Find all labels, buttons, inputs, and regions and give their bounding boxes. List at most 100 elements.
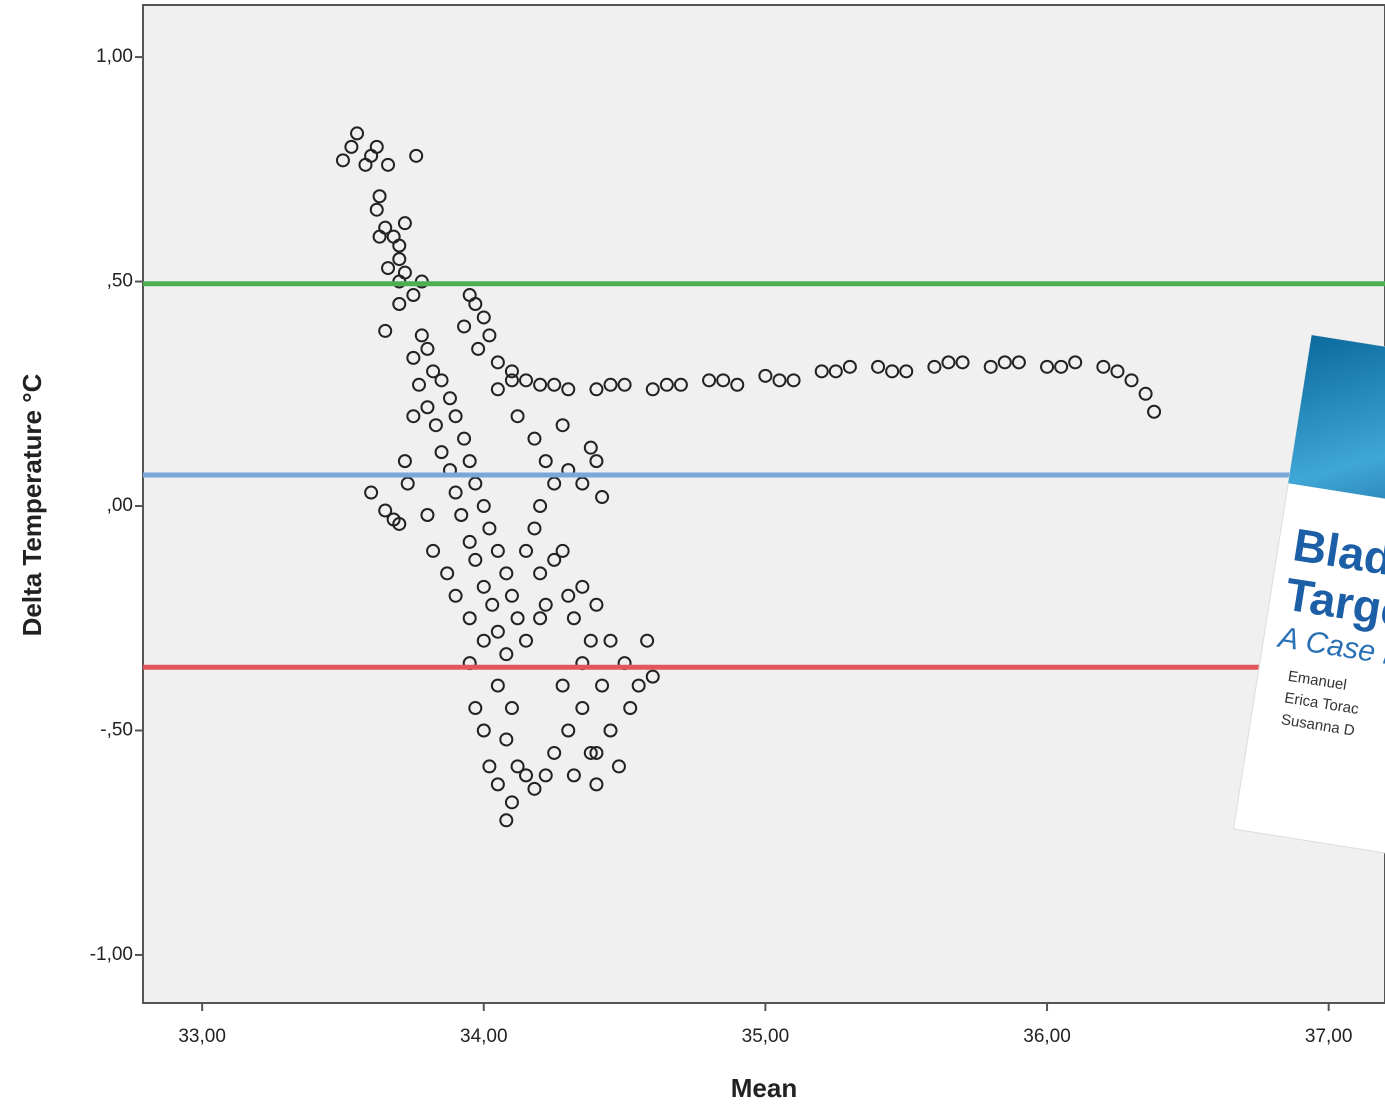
- x-tick-label: 33,00: [178, 1026, 226, 1047]
- point: [1054, 359, 1069, 374]
- point: [533, 611, 548, 626]
- point: [462, 611, 477, 626]
- axis-layer: -1,00 -,50 ,00 ,50 1,00 33,00 34,00 35,00 36,00 3…: [90, 46, 1353, 1047]
- point: [589, 382, 604, 397]
- point: [420, 400, 435, 415]
- point: [426, 543, 441, 558]
- point: [468, 701, 483, 716]
- point: [412, 377, 426, 392]
- x-tick-label: 35,00: [742, 1026, 790, 1047]
- point: [547, 377, 562, 392]
- point: [527, 781, 542, 796]
- point: [533, 377, 548, 392]
- point: [406, 350, 421, 365]
- point: [448, 588, 463, 603]
- point: [645, 382, 660, 397]
- point: [476, 633, 491, 648]
- point: [504, 364, 519, 379]
- point: [448, 485, 463, 500]
- point: [673, 377, 688, 392]
- point: [603, 633, 618, 648]
- point: [504, 373, 519, 388]
- point: [457, 319, 472, 334]
- point: [499, 566, 514, 581]
- point: [595, 490, 610, 505]
- point: [482, 521, 497, 536]
- point: [448, 409, 463, 424]
- point: [490, 543, 505, 558]
- point: [611, 759, 626, 774]
- point: [358, 157, 373, 172]
- point: [510, 759, 525, 774]
- point: [364, 485, 379, 500]
- point: [828, 364, 843, 379]
- point: [589, 777, 604, 792]
- point: [814, 364, 829, 379]
- point: [490, 355, 505, 370]
- point: [631, 678, 646, 693]
- point: [555, 418, 570, 433]
- point: [476, 499, 491, 514]
- point: [941, 355, 956, 370]
- point: [997, 355, 1012, 370]
- point: [575, 701, 590, 716]
- point: [504, 701, 519, 716]
- point: [583, 745, 598, 760]
- x-tick-label: 36,00: [1023, 1026, 1071, 1047]
- point: [603, 377, 618, 392]
- point: [1040, 359, 1055, 374]
- point: [428, 418, 443, 433]
- point: [392, 296, 407, 311]
- point: [547, 745, 562, 760]
- point: [555, 678, 570, 693]
- point: [426, 364, 441, 379]
- cover-banner: [1288, 335, 1385, 534]
- point: [640, 633, 655, 648]
- point: [1110, 364, 1125, 379]
- point: [381, 157, 396, 172]
- point: [462, 454, 477, 469]
- point: [1147, 404, 1162, 419]
- point: [381, 261, 396, 276]
- point: [476, 723, 491, 738]
- plot-layer: [143, 126, 1385, 828]
- point: [871, 359, 886, 374]
- point: [482, 759, 497, 774]
- point: [372, 229, 387, 244]
- journal-cover: Blad Targe A Case R Emanuel Erica Torac …: [1232, 334, 1385, 880]
- point: [504, 795, 519, 810]
- point: [786, 373, 801, 388]
- point: [645, 669, 660, 684]
- point: [617, 377, 632, 392]
- point: [350, 126, 365, 141]
- x-tick-label: 37,00: [1305, 1026, 1353, 1047]
- point: [504, 588, 519, 603]
- point: [490, 382, 505, 397]
- point: [983, 359, 998, 374]
- point: [899, 364, 914, 379]
- point: [1138, 386, 1153, 401]
- point: [595, 678, 610, 693]
- point: [510, 611, 525, 626]
- point: [392, 238, 407, 253]
- point: [533, 499, 548, 514]
- point: [434, 445, 449, 460]
- point: [702, 373, 717, 388]
- point: [471, 341, 486, 356]
- point: [527, 431, 542, 446]
- point: [533, 566, 548, 581]
- point: [842, 359, 857, 374]
- y-tick-label: ,00: [107, 495, 133, 516]
- point: [519, 633, 534, 648]
- point: [406, 409, 421, 424]
- point: [1124, 373, 1139, 388]
- point: [490, 678, 505, 693]
- point: [397, 216, 412, 231]
- point: [414, 328, 429, 343]
- point: [468, 476, 483, 491]
- point: [420, 507, 435, 522]
- point: [589, 745, 604, 760]
- point: [490, 777, 505, 792]
- point: [519, 373, 534, 388]
